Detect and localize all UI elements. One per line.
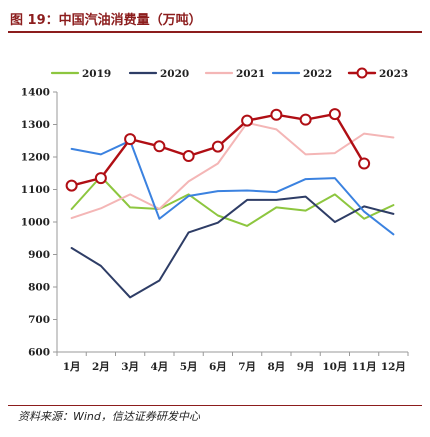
chart-title: 图 19：中国汽油消费量（万吨） (10, 13, 202, 28)
y-tick-label: 800 (28, 282, 50, 294)
legend-item-2023: 2023 (347, 67, 408, 80)
legend-marker (356, 67, 368, 79)
source-note: 资料来源：Wind，信达证券研发中心 (18, 410, 200, 423)
legend-label: 2020 (160, 68, 189, 80)
title-divider (8, 31, 422, 33)
legend-item-2020: 2020 (128, 68, 189, 80)
series-marker-2023 (211, 140, 224, 153)
x-tick-label: 11月 (352, 361, 377, 373)
series-marker-2023 (94, 172, 107, 185)
x-tick-label: 6月 (209, 361, 227, 373)
series-line-2021 (70, 121, 395, 220)
legend-item-2019: 2019 (50, 68, 111, 80)
series-marker-2023 (241, 114, 254, 127)
chart-axes: 600 700 800 900 1000 1100 1200 1300 1400 1月 2月 3月 4月… (21, 87, 409, 373)
legend-label: 2023 (379, 68, 408, 80)
y-tick-label: 1100 (21, 184, 50, 196)
legend-label: 2021 (236, 68, 265, 80)
series-line-2019 (70, 175, 395, 227)
y-tick-label: 1300 (21, 119, 50, 131)
chart-series (65, 108, 395, 299)
x-tick-label: 3月 (121, 361, 139, 373)
x-tick-label: 12月 (381, 361, 406, 373)
series-marker-2023 (65, 179, 78, 192)
x-tick-label: 5月 (180, 361, 198, 373)
legend-label: 2019 (82, 68, 111, 80)
series-marker-2023 (328, 108, 341, 121)
y-tick-label: 1200 (21, 152, 50, 164)
x-tick-label: 7月 (238, 361, 256, 373)
x-tick-label: 4月 (150, 361, 168, 373)
series-line-2020 (70, 195, 395, 299)
y-tick-label: 1400 (21, 87, 50, 99)
x-tick-label: 10月 (322, 361, 347, 373)
series-marker-2023 (299, 113, 312, 126)
series-marker-2023 (124, 133, 137, 146)
series-marker-2023 (358, 157, 371, 170)
x-tick-label: 8月 (267, 361, 285, 373)
x-tick-label: 9月 (297, 361, 315, 373)
legend-item-2021: 2021 (204, 68, 265, 80)
x-tick-label: 2月 (92, 361, 110, 373)
series-line-2022 (70, 139, 395, 236)
x-tick-label: 1月 (63, 361, 81, 373)
footer-divider (8, 405, 422, 406)
series-marker-2023 (182, 150, 195, 163)
series-marker-2023 (270, 108, 283, 121)
legend-item-2022: 2022 (271, 68, 332, 80)
y-tick-label: 600 (28, 347, 50, 359)
y-tick-label: 1000 (21, 217, 50, 229)
series-marker-2023 (153, 140, 166, 153)
legend: 2019 2020 2021 2022 2023 (50, 67, 408, 80)
y-tick-label: 900 (28, 249, 50, 261)
y-tick-label: 700 (28, 314, 50, 326)
legend-label: 2022 (303, 68, 332, 80)
